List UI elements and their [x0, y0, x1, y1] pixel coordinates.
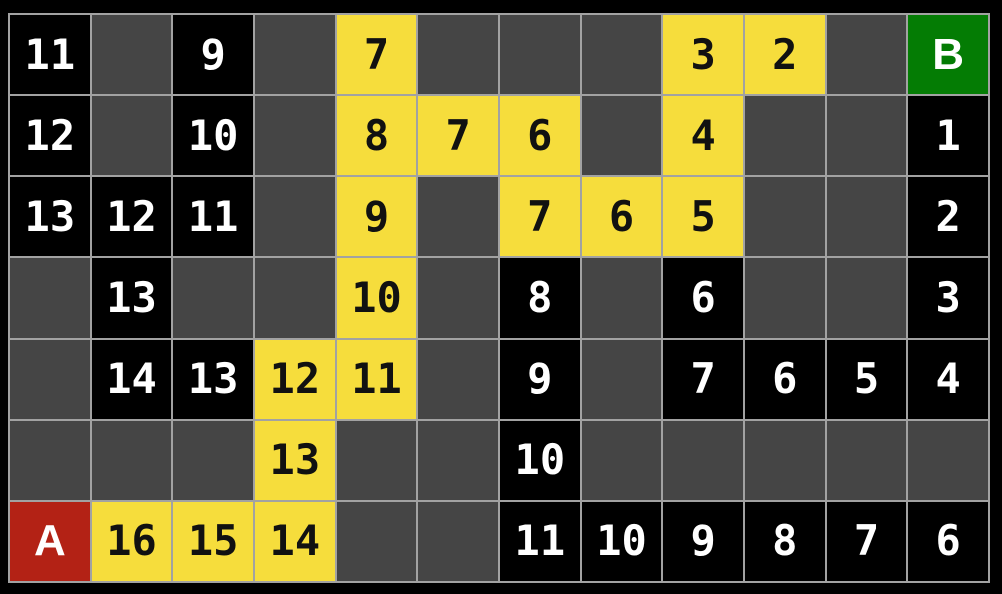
grid-cell-shortest-path-r0c9: 2 — [744, 15, 825, 95]
grid-cell-empty-unexplored-r5c2 — [173, 420, 253, 500]
grid-cell-empty-unexplored-r5c7 — [581, 420, 662, 500]
grid-cell-empty-unexplored-r2c9 — [744, 177, 825, 257]
grid-cell-shortest-path-r2c8: 5 — [663, 177, 743, 257]
grid-cell-explored-distance-r4c8: 7 — [663, 339, 743, 419]
grid-cell-shortest-path-r1c6: 6 — [499, 96, 580, 176]
grid-cell-explored-distance-r4c6: 9 — [499, 339, 580, 419]
grid-cell-empty-unexplored-r0c1 — [91, 15, 172, 95]
grid-cell-empty-unexplored-r3c7 — [581, 258, 662, 338]
grid-cell-empty-unexplored-r0c10 — [826, 15, 907, 95]
grid-cell-empty-unexplored-r5c10 — [826, 420, 907, 500]
grid-cell-explored-distance-r3c6: 8 — [499, 258, 580, 338]
grid-cell-explored-distance-r2c1: 12 — [91, 177, 172, 257]
grid-cell-explored-distance-r4c11: 4 — [908, 339, 988, 419]
grid-cell-explored-distance-r4c2: 13 — [173, 339, 253, 419]
grid-cell-explored-distance-r4c1: 14 — [91, 339, 172, 419]
grid-cell-explored-distance-r3c1: 13 — [91, 258, 172, 338]
grid-cell-shortest-path-r6c1: 16 — [91, 501, 172, 581]
grid-cell-empty-unexplored-r3c0 — [10, 258, 90, 338]
grid-cell-empty-unexplored-r2c10 — [826, 177, 907, 257]
grid-cell-empty-unexplored-r5c0 — [10, 420, 90, 500]
grid-cell-empty-unexplored-r0c3 — [254, 15, 335, 95]
grid-cell-empty-unexplored-r3c10 — [826, 258, 907, 338]
grid-cell-explored-distance-r2c0: 13 — [10, 177, 90, 257]
grid-cell-explored-distance-r3c8: 6 — [663, 258, 743, 338]
grid-cell-empty-unexplored-r5c1 — [91, 420, 172, 500]
grid-cell-empty-unexplored-r4c7 — [581, 339, 662, 419]
grid-cell-explored-distance-r5c6: 10 — [499, 420, 580, 500]
grid-cell-shortest-path-r1c8: 4 — [663, 96, 743, 176]
grid-cell-explored-distance-r3c11: 3 — [908, 258, 988, 338]
grid-cell-explored-distance-r6c11: 6 — [908, 501, 988, 581]
grid-cell-shortest-path-r1c5: 7 — [418, 96, 498, 176]
grid-cell-shortest-path-r4c4: 11 — [336, 339, 417, 419]
grid-cell-explored-distance-r1c0: 12 — [10, 96, 90, 176]
grid-cell-shortest-path-r0c8: 3 — [663, 15, 743, 95]
grid-cell-empty-unexplored-r2c5 — [418, 177, 498, 257]
grid-cell-empty-unexplored-r3c9 — [744, 258, 825, 338]
grid-cell-explored-distance-r0c2: 9 — [173, 15, 253, 95]
grid-cell-explored-distance-r4c10: 5 — [826, 339, 907, 419]
grid-cell-empty-unexplored-r2c3 — [254, 177, 335, 257]
grid-cell-shortest-path-r1c4: 8 — [336, 96, 417, 176]
grid-cell-empty-unexplored-r6c4 — [336, 501, 417, 581]
grid-cell-empty-unexplored-r3c2 — [173, 258, 253, 338]
grid-cell-shortest-path-r3c4: 10 — [336, 258, 417, 338]
grid-cell-empty-unexplored-r4c0 — [10, 339, 90, 419]
grid-cell-shortest-path-r6c3: 14 — [254, 501, 335, 581]
grid-cell-shortest-path-r2c7: 6 — [581, 177, 662, 257]
grid-cell-explored-distance-r2c2: 11 — [173, 177, 253, 257]
grid-cell-empty-unexplored-r5c9 — [744, 420, 825, 500]
grid-cell-explored-distance-r6c7: 10 — [581, 501, 662, 581]
grid-cell-empty-unexplored-r0c6 — [499, 15, 580, 95]
grid-cell-empty-unexplored-r3c5 — [418, 258, 498, 338]
grid-cell-empty-unexplored-r5c4 — [336, 420, 417, 500]
grid-cell-empty-unexplored-r0c5 — [418, 15, 498, 95]
grid-cell-empty-unexplored-r5c5 — [418, 420, 498, 500]
grid-cell-explored-distance-r1c2: 10 — [173, 96, 253, 176]
grid-cell-explored-distance-r6c8: 9 — [663, 501, 743, 581]
grid-cell-empty-unexplored-r1c7 — [581, 96, 662, 176]
grid-cell-empty-unexplored-r0c7 — [581, 15, 662, 95]
grid-cell-explored-distance-r4c9: 6 — [744, 339, 825, 419]
grid-cell-empty-unexplored-r1c9 — [744, 96, 825, 176]
grid-cell-empty-unexplored-r3c3 — [254, 258, 335, 338]
grid-cell-empty-unexplored-r5c8 — [663, 420, 743, 500]
grid-cell-explored-distance-r1c11: 1 — [908, 96, 988, 176]
pathfinding-grid: 11 9 7 3 2 B 12 10 8 7 6 4 1 13 12 11 9 7 6 5 2 13 10 8 6 3 14 13 12… — [8, 13, 990, 583]
grid-cell-explored-distance-r6c10: 7 — [826, 501, 907, 581]
grid-cell-shortest-path-r2c4: 9 — [336, 177, 417, 257]
grid-cell-shortest-path-r5c3: 13 — [254, 420, 335, 500]
grid-cell-empty-unexplored-r4c5 — [418, 339, 498, 419]
grid-cell-goal-r0c11: B — [908, 15, 988, 95]
grid-cell-empty-unexplored-r1c1 — [91, 96, 172, 176]
grid-cell-shortest-path-r2c6: 7 — [499, 177, 580, 257]
grid-cell-shortest-path-r6c2: 15 — [173, 501, 253, 581]
grid-cell-shortest-path-r4c3: 12 — [254, 339, 335, 419]
grid-cell-explored-distance-r6c9: 8 — [744, 501, 825, 581]
grid-cell-empty-unexplored-r1c3 — [254, 96, 335, 176]
grid-cell-empty-unexplored-r6c5 — [418, 501, 498, 581]
grid-cell-explored-distance-r6c6: 11 — [499, 501, 580, 581]
grid-cell-empty-unexplored-r1c10 — [826, 96, 907, 176]
grid-cell-shortest-path-r0c4: 7 — [336, 15, 417, 95]
grid-cell-empty-unexplored-r5c11 — [908, 420, 988, 500]
grid-cell-explored-distance-r0c0: 11 — [10, 15, 90, 95]
grid-cell-explored-distance-r2c11: 2 — [908, 177, 988, 257]
grid-cell-start-r6c0: A — [10, 501, 90, 581]
